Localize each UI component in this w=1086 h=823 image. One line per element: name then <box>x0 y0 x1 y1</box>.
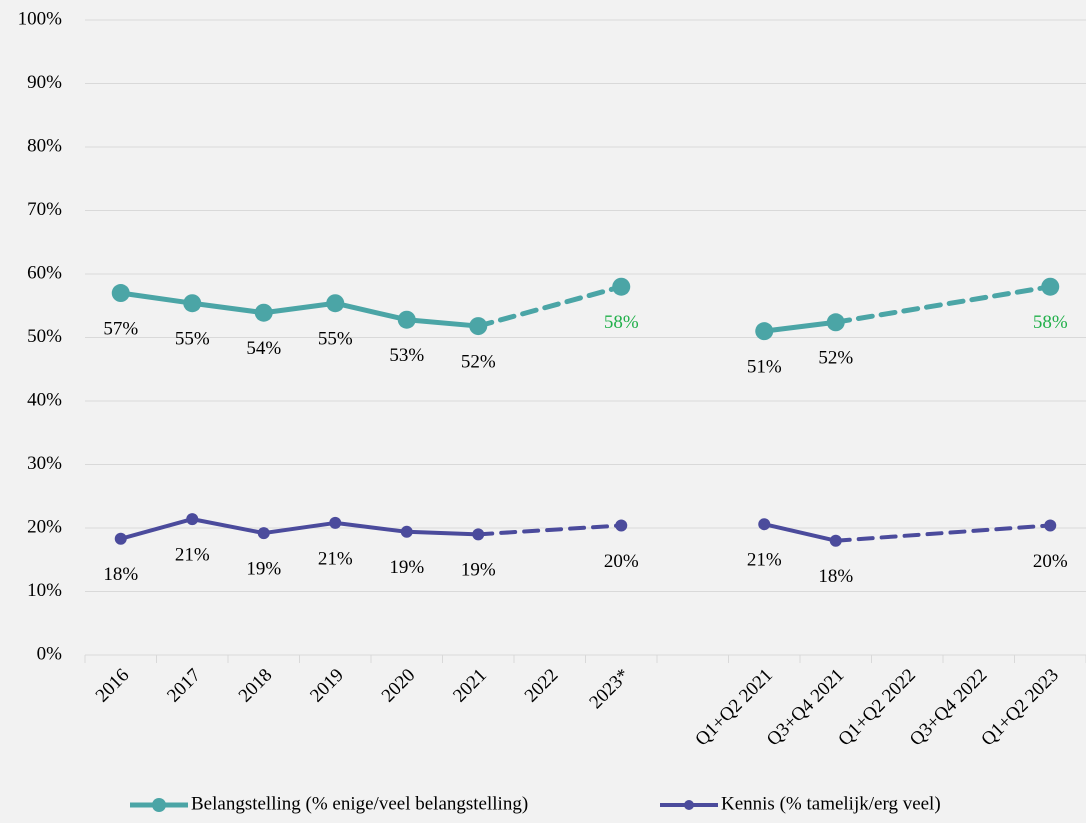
data-label: 20% <box>1033 551 1068 572</box>
data-label: 53% <box>389 345 424 366</box>
marker <box>469 317 488 336</box>
marker <box>472 528 485 541</box>
line-segment <box>404 317 481 329</box>
marker <box>829 534 842 547</box>
dashed-line-segment <box>833 284 1053 325</box>
line-segment <box>761 319 839 334</box>
y-tick-label: 50% <box>27 326 62 347</box>
dashed-line-segment <box>476 523 624 537</box>
y-tick-label: 10% <box>27 580 62 601</box>
data-label: 19% <box>246 558 281 579</box>
marker <box>254 303 273 322</box>
marker <box>114 532 127 545</box>
legend-label: Kennis (% tamelijk/erg veel) <box>721 793 941 814</box>
marker <box>758 518 771 531</box>
y-tick-label: 100% <box>18 8 63 29</box>
marker <box>186 513 199 526</box>
y-tick-label: 60% <box>27 262 62 283</box>
line-segment <box>190 517 266 536</box>
legend-marker <box>684 800 694 810</box>
data-label: 21% <box>175 544 210 565</box>
marker <box>612 277 631 296</box>
data-label: 57% <box>103 318 138 339</box>
marker <box>1044 519 1057 532</box>
marker <box>1041 277 1060 296</box>
marker <box>755 322 774 341</box>
marker <box>326 294 345 313</box>
y-tick-label: 40% <box>27 389 62 410</box>
data-label: 52% <box>461 351 496 372</box>
line-segment <box>404 529 481 537</box>
data-label: 58% <box>604 312 639 333</box>
data-label: 52% <box>818 348 853 369</box>
line-segment <box>333 520 409 534</box>
data-label: 58% <box>1033 312 1068 333</box>
marker <box>111 284 130 303</box>
line-segment <box>762 522 838 543</box>
data-label: 18% <box>818 566 853 587</box>
data-label: 55% <box>175 329 210 350</box>
line-segment <box>189 300 267 316</box>
marker <box>615 519 628 532</box>
y-tick-label: 20% <box>27 516 62 537</box>
y-tick-label: 70% <box>27 199 62 220</box>
legend-label: Belangstelling (% enige/veel belangstell… <box>191 793 528 814</box>
data-label: 19% <box>461 560 496 581</box>
data-label: 20% <box>604 551 639 572</box>
data-label: 21% <box>318 548 353 569</box>
data-label: 21% <box>747 550 782 571</box>
dashed-line-segment <box>833 523 1053 543</box>
marker <box>183 294 202 313</box>
y-tick-label: 30% <box>27 453 62 474</box>
line-segment <box>118 290 195 306</box>
marker <box>329 516 342 529</box>
marker <box>397 310 416 329</box>
marker <box>400 525 413 538</box>
y-tick-label: 0% <box>37 643 63 664</box>
data-label: 51% <box>747 357 782 378</box>
y-tick-label: 80% <box>27 135 62 156</box>
line-segment <box>118 517 195 541</box>
marker <box>257 527 270 540</box>
line-segment <box>332 300 410 323</box>
data-label: 18% <box>103 564 138 585</box>
data-label: 19% <box>389 557 424 578</box>
data-label: 54% <box>246 338 281 359</box>
marker <box>826 313 845 332</box>
data-label: 55% <box>318 329 353 350</box>
line-segment <box>261 520 338 536</box>
dashed-line-segment <box>475 284 624 329</box>
y-tick-label: 90% <box>27 72 62 93</box>
legend-marker <box>152 798 166 812</box>
line-segment <box>261 300 338 316</box>
